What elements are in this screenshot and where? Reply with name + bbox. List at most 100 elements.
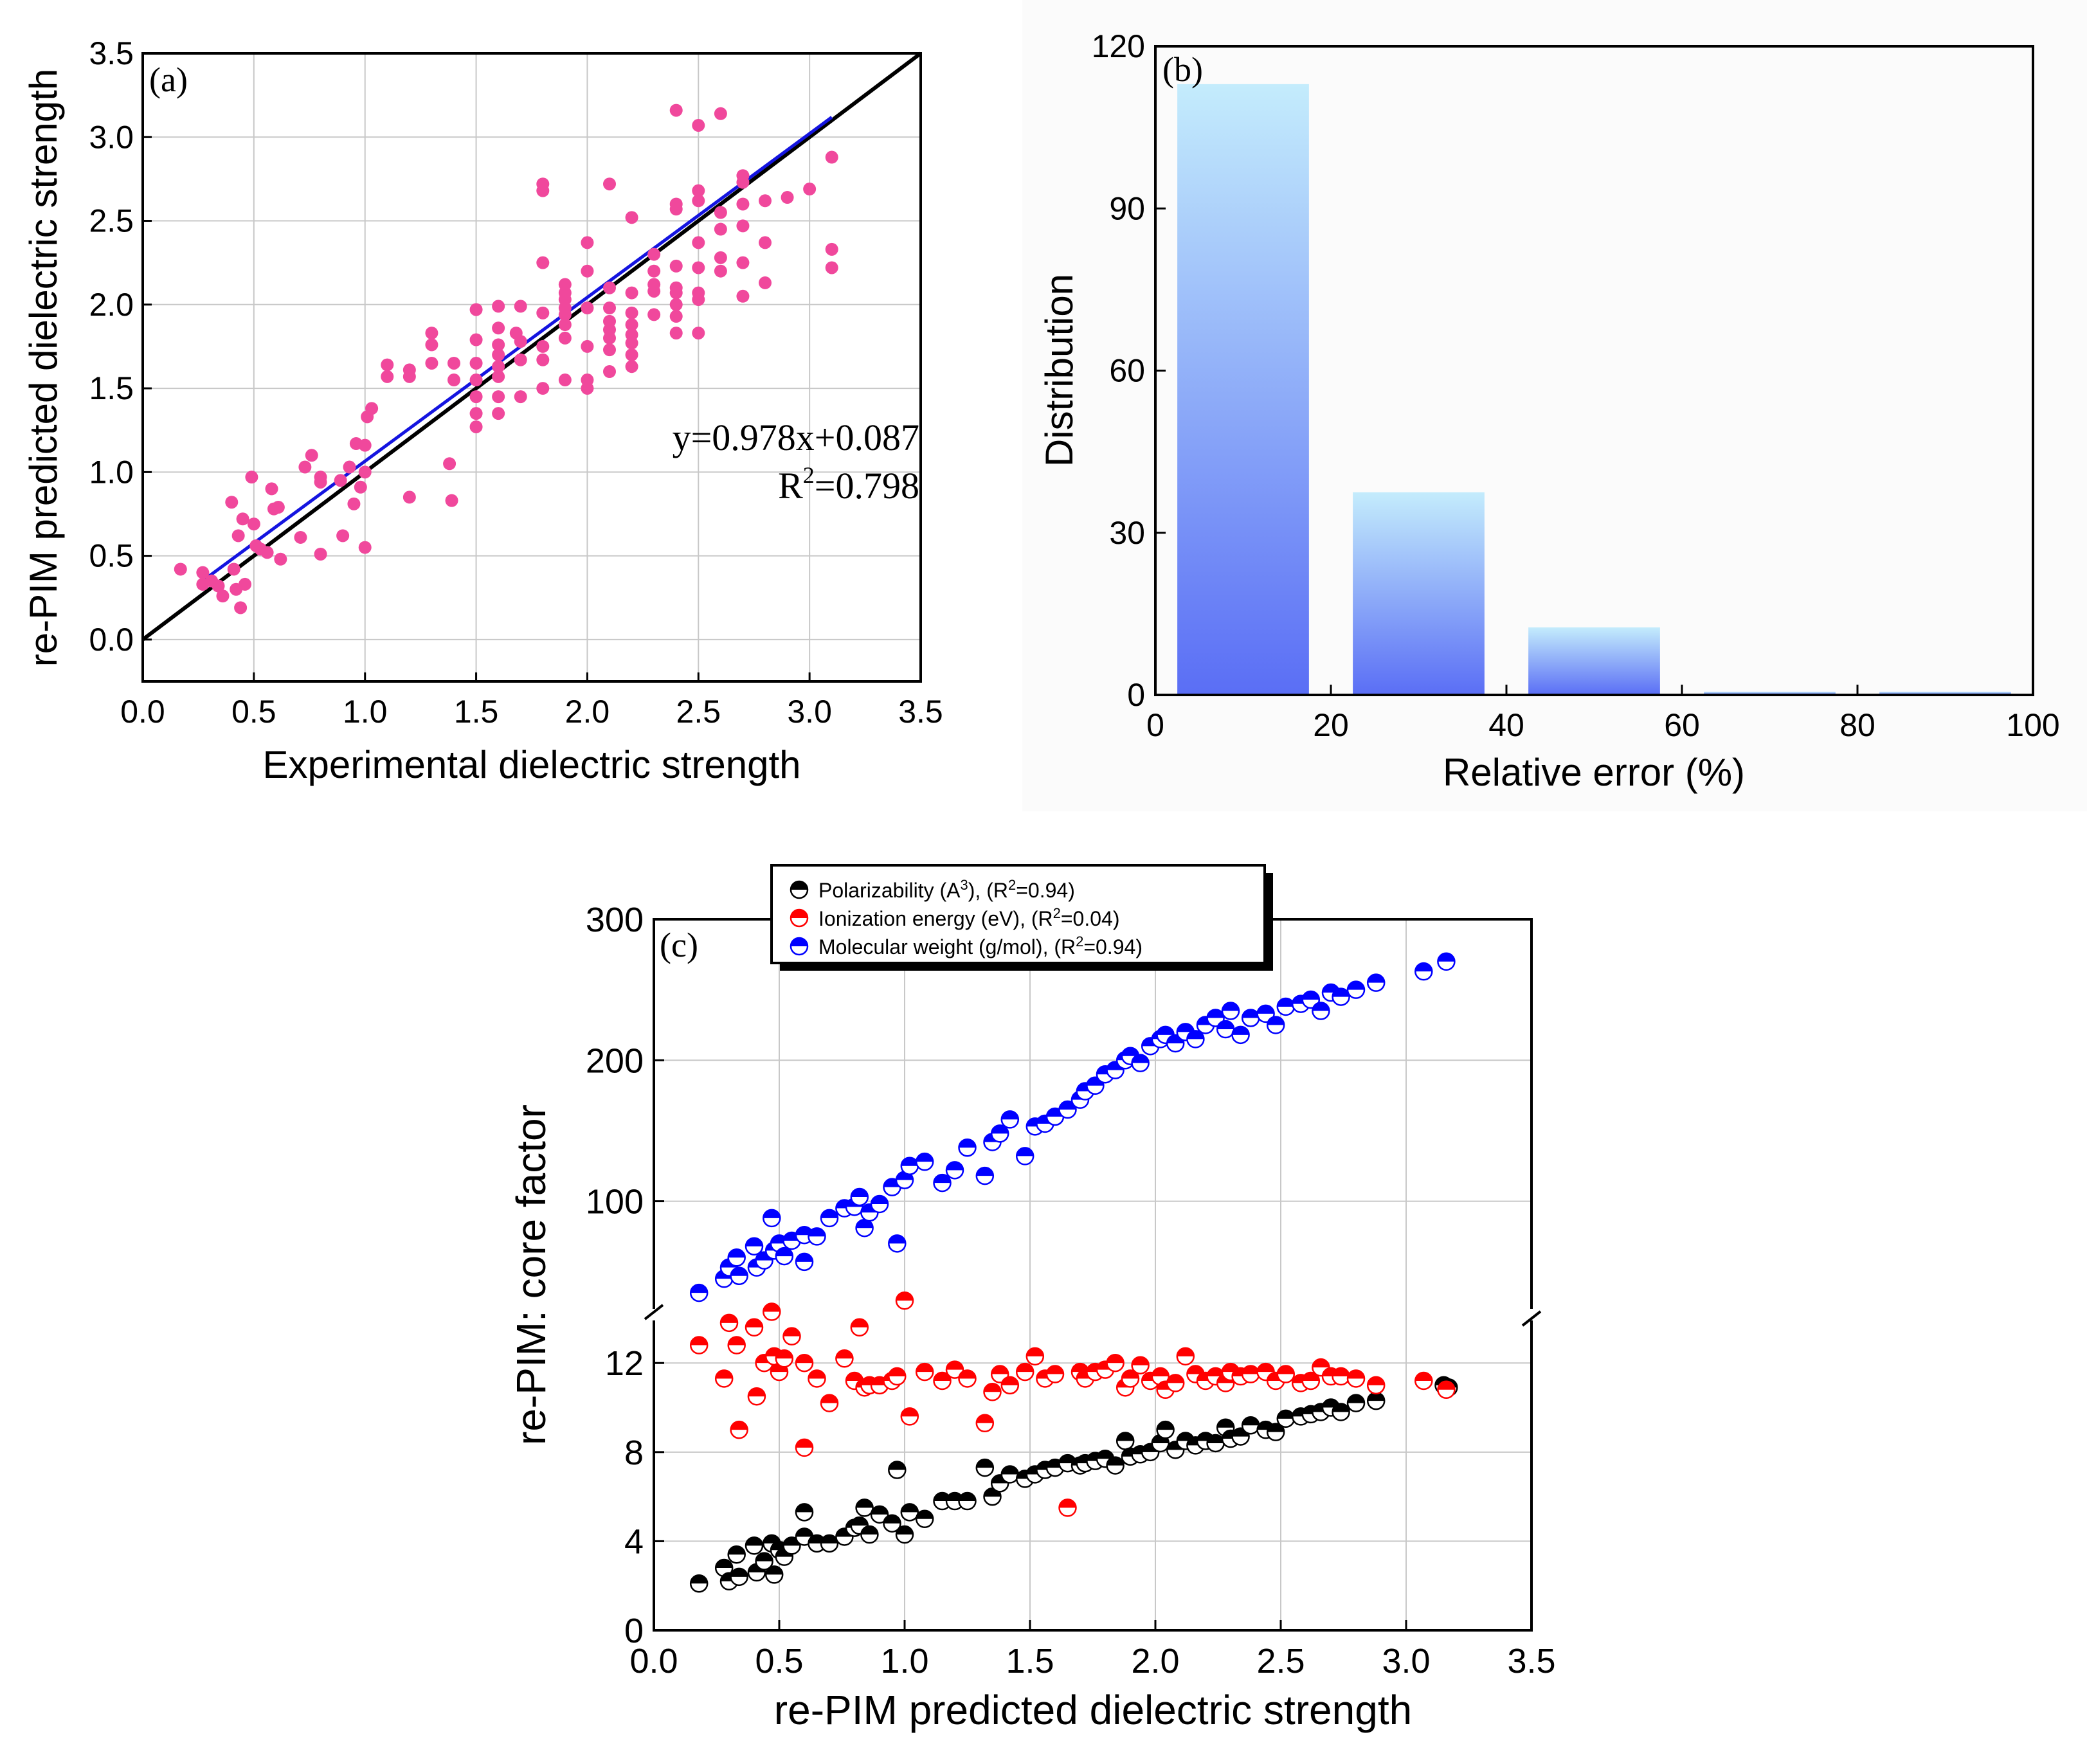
data-point xyxy=(425,327,438,340)
marker-fill xyxy=(691,1575,708,1584)
molweight-point xyxy=(915,1152,934,1171)
x-tick-label: 40 xyxy=(1488,707,1524,743)
y-tick-label: 4 xyxy=(624,1522,644,1561)
marker-fill xyxy=(716,1370,733,1379)
data-point xyxy=(239,577,252,591)
polarizability-point xyxy=(1266,1423,1285,1441)
data-point xyxy=(469,420,483,433)
y-tick-label: 200 xyxy=(586,1041,644,1080)
data-point xyxy=(647,248,661,261)
marker-fill xyxy=(1277,1410,1294,1419)
data-point xyxy=(514,390,527,404)
x-tick-label: 1.0 xyxy=(880,1642,928,1680)
marker-fill xyxy=(1001,1376,1018,1385)
molweight-point xyxy=(689,1283,709,1302)
marker-fill xyxy=(1059,1455,1076,1464)
polarizability-point xyxy=(1156,1420,1175,1439)
data-point xyxy=(358,465,372,479)
data-point xyxy=(581,339,594,353)
data-point xyxy=(692,119,705,132)
marker-fill xyxy=(856,1220,873,1228)
ionization-point xyxy=(933,1371,952,1390)
panel-a-points xyxy=(174,104,838,615)
marker-fill xyxy=(821,1394,838,1403)
panel-a-frame xyxy=(141,52,922,683)
ionization-point xyxy=(945,1360,964,1379)
marker-fill xyxy=(808,1370,826,1379)
y-tick-label: 2.5 xyxy=(89,203,134,239)
molweight-point xyxy=(1414,962,1433,981)
marker-fill xyxy=(730,1421,748,1430)
marker-fill xyxy=(1187,1030,1204,1040)
molweight-point xyxy=(1216,1020,1235,1039)
panel-a-ticks: 0.0 0.5 1.0 1.5 2.0 2.5 3.0 3.5 0.0 0.5 1.0 1.5 2.0 2… xyxy=(89,35,943,730)
marker-fill xyxy=(791,910,808,918)
polarizability-point xyxy=(900,1503,919,1522)
data-point xyxy=(247,518,260,531)
data-point xyxy=(536,306,550,320)
x-tick-label: 0 xyxy=(1146,707,1164,743)
marker-fill xyxy=(1348,1394,1364,1403)
polarizability-point xyxy=(689,1574,709,1593)
ionization-point xyxy=(730,1420,748,1439)
marker-fill xyxy=(991,1365,1009,1374)
data-point xyxy=(212,579,225,593)
marker-fill xyxy=(746,1318,763,1328)
molweight-point xyxy=(1437,952,1456,971)
data-point xyxy=(581,236,594,249)
panel-c-x-axis-label: re-PIM predicted dielectric strength xyxy=(774,1687,1412,1733)
data-point xyxy=(402,491,416,504)
molweight-point xyxy=(850,1187,869,1207)
marker-fill xyxy=(728,1336,745,1346)
marker-fill xyxy=(1117,1432,1134,1441)
ionization-point xyxy=(770,1362,789,1382)
x-tick-label: 0.0 xyxy=(629,1642,678,1680)
marker-fill xyxy=(796,1253,813,1262)
y-tick-label: 120 xyxy=(1092,28,1145,64)
x-tick-label: 20 xyxy=(1313,707,1349,743)
panel-a-label: (a) xyxy=(149,60,188,99)
data-point xyxy=(236,512,249,526)
marker-fill xyxy=(1332,1403,1350,1412)
data-point xyxy=(714,206,727,219)
marker-fill xyxy=(889,1368,906,1377)
x-tick-label: 3.0 xyxy=(1382,1642,1430,1680)
y-tick-label: 3.5 xyxy=(89,35,134,71)
marker-fill xyxy=(763,1303,781,1312)
data-point xyxy=(736,256,750,269)
x-tick-label: 1.5 xyxy=(454,694,499,730)
data-point xyxy=(536,256,550,269)
data-point xyxy=(647,308,661,321)
data-point xyxy=(714,107,727,120)
marker-fill xyxy=(889,1235,906,1244)
y-tick-label: 12 xyxy=(605,1344,644,1383)
panel-c-ticks: 0.0 0.5 1.0 1.5 2.0 2.5 3.0 3.5 0 4 8 12 100 200 300 xyxy=(586,901,1556,1680)
panel-b: 0 20 40 60 80 100 0 30 60 90 120 (b) Relative erro… xyxy=(1022,0,2087,811)
marker-fill xyxy=(1368,974,1385,983)
ionization-point xyxy=(782,1327,801,1346)
x-tick-label: 0.5 xyxy=(231,694,276,730)
data-point xyxy=(469,333,483,346)
marker-fill xyxy=(1026,1347,1044,1356)
data-point xyxy=(581,382,594,395)
molweight-point xyxy=(745,1237,764,1256)
x-tick-label: 2.0 xyxy=(1131,1642,1179,1680)
data-point xyxy=(381,370,394,383)
bar xyxy=(1879,691,2011,695)
data-point xyxy=(469,407,483,420)
y-tick-label: 1.0 xyxy=(89,454,134,490)
legend-marker-polarizability xyxy=(790,880,809,899)
polarizability-point xyxy=(888,1461,907,1479)
marker-fill xyxy=(851,1318,868,1328)
data-point xyxy=(603,365,616,379)
data-point xyxy=(225,496,239,509)
marker-fill xyxy=(1157,1026,1174,1035)
data-point xyxy=(469,356,483,370)
data-point xyxy=(536,339,550,353)
data-point xyxy=(669,259,683,273)
marker-fill xyxy=(1217,1419,1234,1428)
polarizability-point xyxy=(983,1487,1002,1506)
marker-fill xyxy=(836,1350,853,1359)
marker-fill xyxy=(796,1504,813,1513)
data-point xyxy=(536,184,550,197)
